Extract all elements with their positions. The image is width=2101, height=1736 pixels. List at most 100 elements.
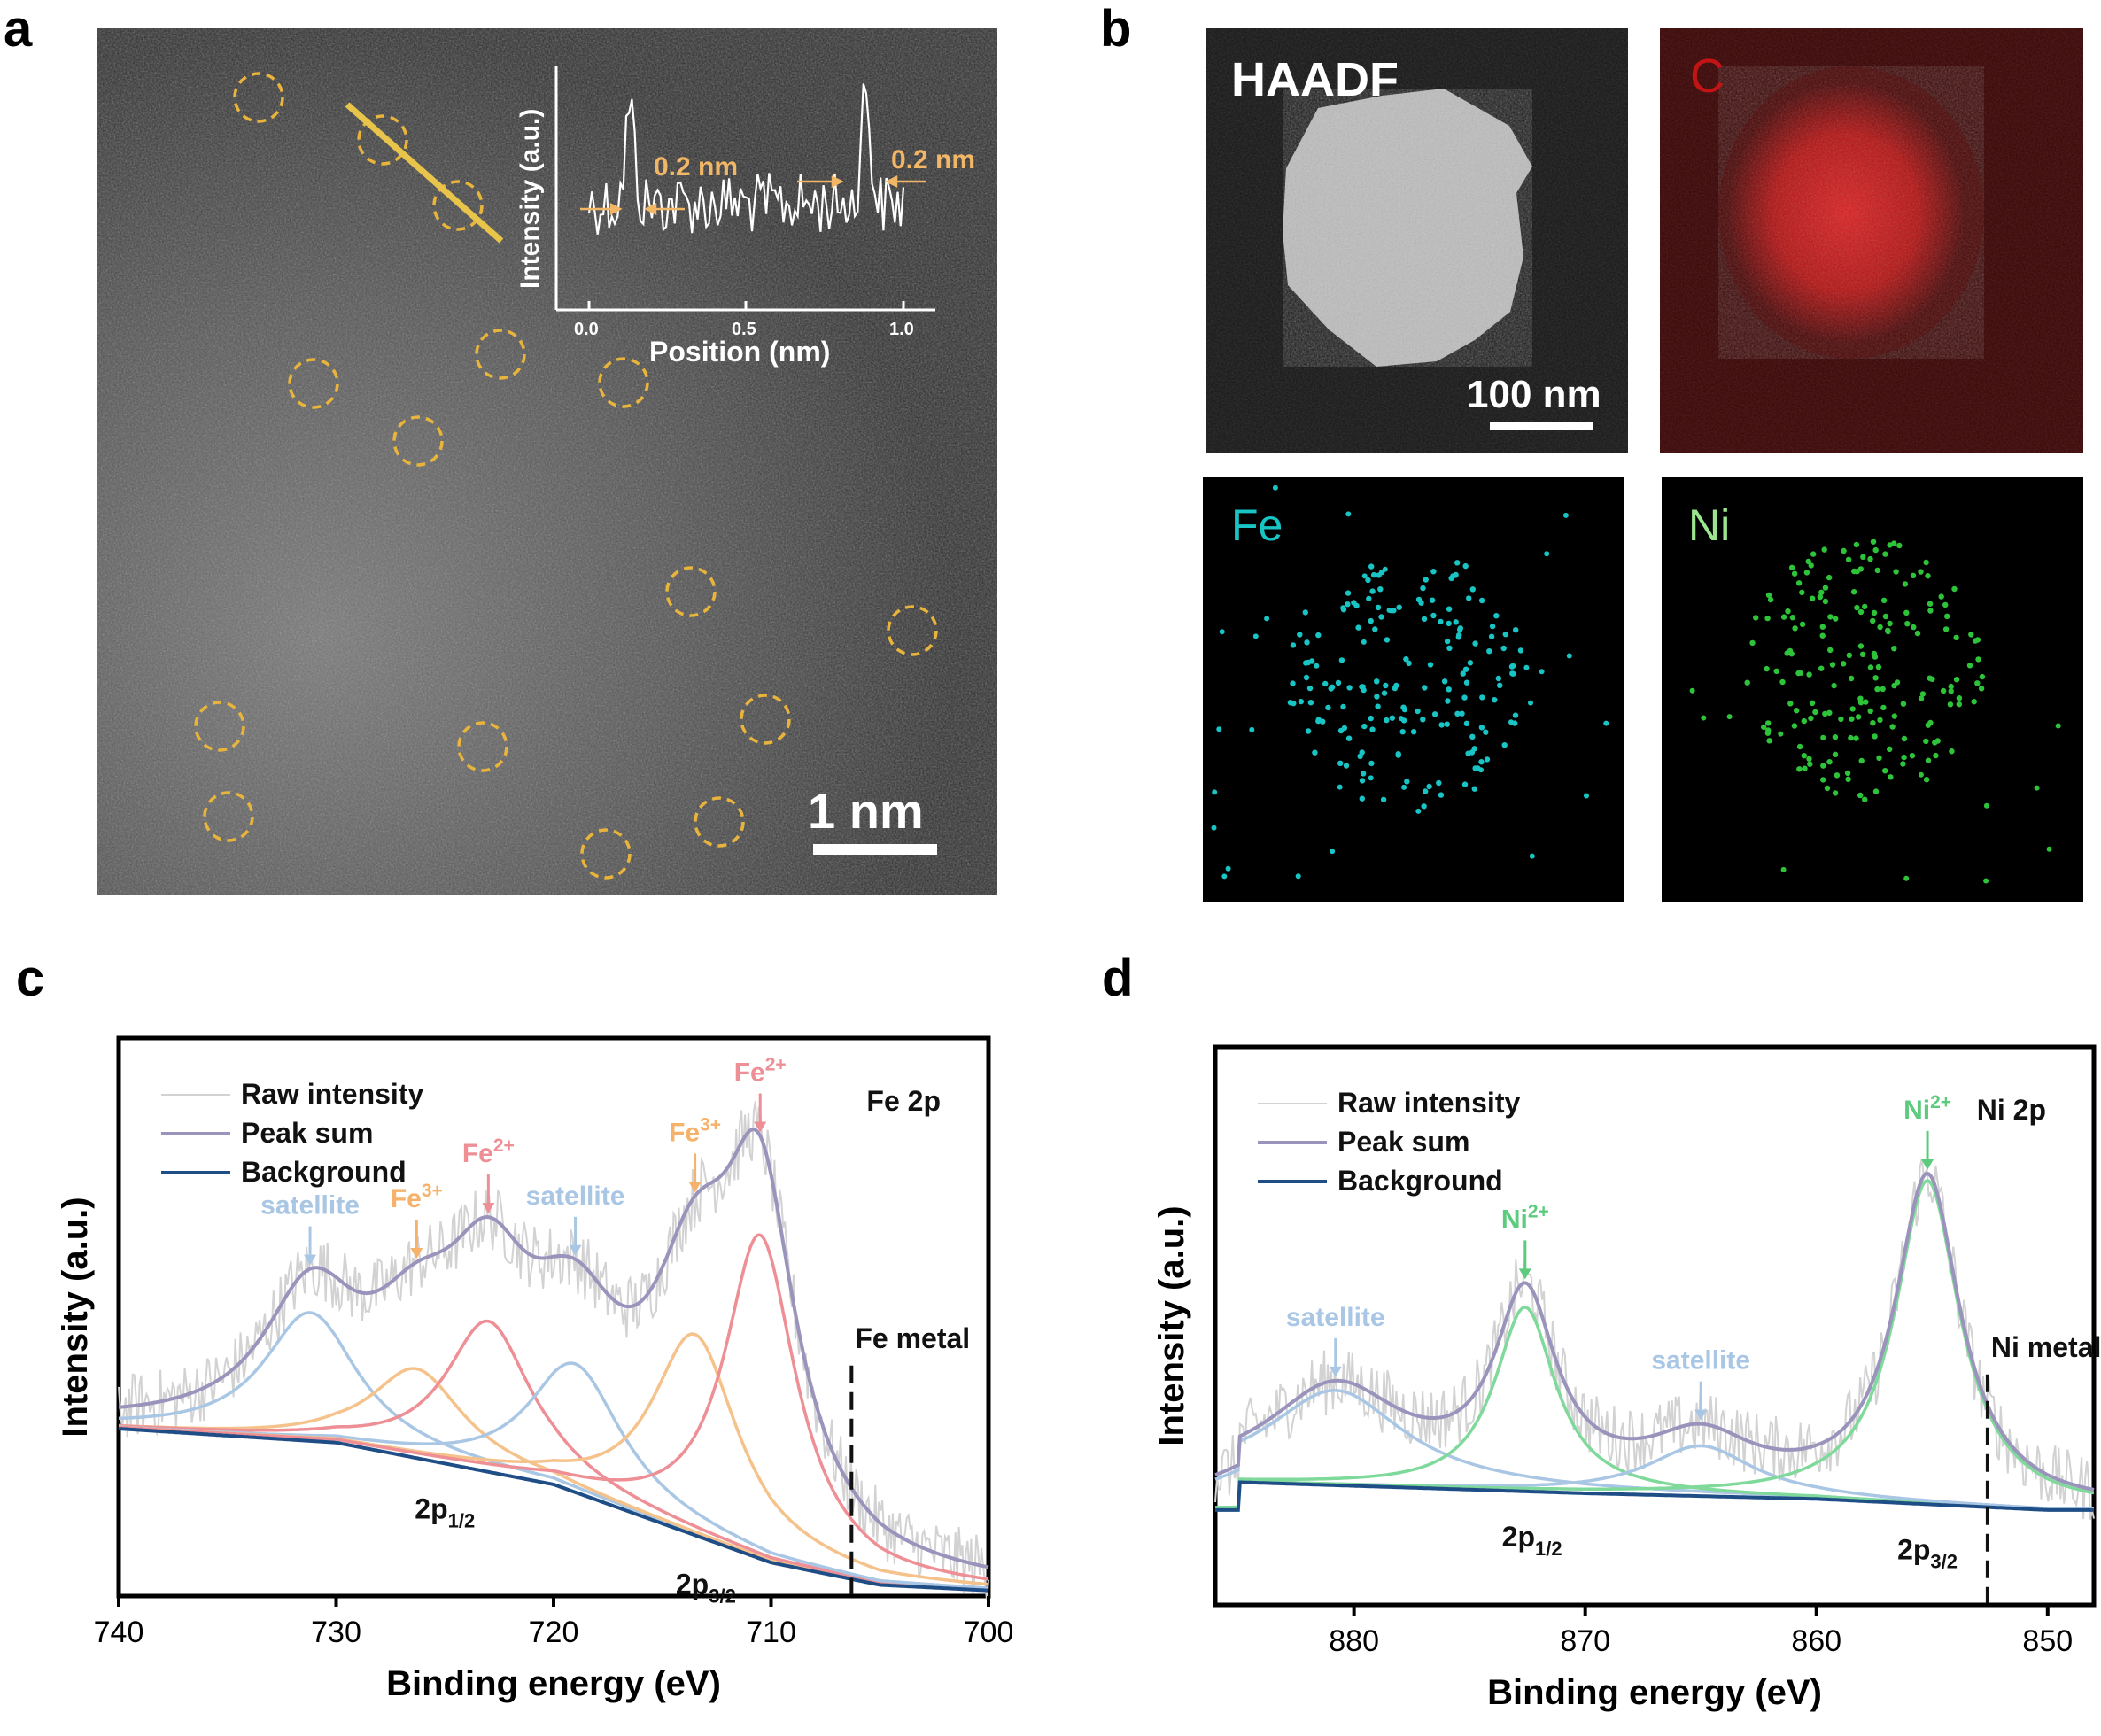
element-dot bbox=[1368, 563, 1375, 570]
element-dot bbox=[1874, 567, 1880, 574]
annotation-arrowhead bbox=[482, 1203, 495, 1214]
element-dot bbox=[1377, 586, 1384, 593]
element-dot bbox=[1867, 664, 1874, 670]
x-tick-label: 730 bbox=[311, 1616, 361, 1649]
atom-marker bbox=[233, 72, 284, 123]
element-dot bbox=[1764, 615, 1771, 622]
element-dot bbox=[1566, 653, 1572, 659]
element-dot bbox=[1891, 646, 1897, 652]
iron-label: Fe bbox=[1231, 500, 1283, 550]
element-dot bbox=[1463, 720, 1470, 726]
element-dot bbox=[1374, 694, 1380, 700]
element-dot bbox=[1891, 713, 1897, 719]
element-dot bbox=[1479, 694, 1485, 701]
element-dot bbox=[1471, 786, 1478, 792]
element-dot bbox=[1845, 776, 1851, 782]
element-dot bbox=[1438, 722, 1445, 728]
element-dot bbox=[1513, 627, 1519, 633]
element-dot bbox=[1290, 642, 1297, 648]
element-dot bbox=[1382, 566, 1388, 572]
carbon-label: C bbox=[1690, 50, 1725, 103]
element-dot bbox=[1431, 711, 1438, 717]
element-dot bbox=[1882, 613, 1889, 620]
element-dot bbox=[1406, 660, 1412, 666]
element-dot bbox=[1857, 608, 1865, 616]
element-dot bbox=[1396, 604, 1402, 610]
element-dot bbox=[1459, 710, 1465, 717]
element-dot bbox=[1302, 609, 1309, 616]
element-dot bbox=[1398, 716, 1404, 722]
element-dot bbox=[1389, 715, 1396, 721]
x-tick-label: 710 bbox=[746, 1616, 796, 1649]
element-dot bbox=[1953, 634, 1959, 641]
element-dot bbox=[1418, 600, 1424, 606]
element-dot bbox=[1355, 624, 1361, 631]
element-dot bbox=[1914, 630, 1921, 637]
atom-markers bbox=[194, 72, 938, 880]
element-dot bbox=[1472, 640, 1478, 647]
element-dot bbox=[2055, 723, 2061, 729]
element-dot bbox=[1264, 616, 1270, 622]
annotation-arrowhead bbox=[304, 1254, 317, 1266]
annotation-arrowhead bbox=[1518, 1268, 1531, 1280]
element-dot bbox=[1773, 668, 1779, 674]
element-dot bbox=[1345, 735, 1353, 741]
x-tick-label: 880 bbox=[1329, 1624, 1379, 1658]
element-dot bbox=[1378, 614, 1384, 620]
atom-marker bbox=[194, 701, 245, 752]
inset-trace bbox=[587, 83, 905, 235]
element-dot bbox=[1603, 720, 1609, 726]
element-dot bbox=[1517, 647, 1524, 654]
element-dot bbox=[1478, 767, 1484, 773]
x-tick-label: 700 bbox=[964, 1616, 1014, 1649]
element-dot bbox=[1831, 682, 1837, 689]
element-dot bbox=[1880, 597, 1888, 603]
element-dot bbox=[1901, 735, 1908, 742]
element-dot bbox=[1584, 793, 1589, 799]
element-dot bbox=[1882, 768, 1888, 774]
element-dot bbox=[1887, 620, 1893, 627]
component-peak bbox=[118, 1319, 989, 1591]
atom-marker bbox=[432, 180, 484, 231]
element-dot bbox=[1880, 704, 1887, 711]
annotation-arrowhead bbox=[1921, 1159, 1934, 1170]
element-dot bbox=[1972, 638, 1979, 644]
legend-label: Raw intensity bbox=[1337, 1087, 1520, 1119]
peak-annotation: Fe2+ bbox=[462, 1135, 515, 1168]
element-dot bbox=[1225, 865, 1231, 872]
chart-title: Ni 2p bbox=[1977, 1094, 2046, 1126]
atom-marker bbox=[475, 329, 526, 380]
element-dot bbox=[1460, 670, 1466, 677]
element-dot bbox=[1484, 756, 1491, 763]
element-dot bbox=[1891, 540, 1897, 546]
element-dot bbox=[1375, 604, 1382, 611]
component-peak bbox=[1214, 1389, 2094, 1511]
element-dot bbox=[1832, 790, 1839, 796]
chart-title: Fe 2p bbox=[866, 1085, 941, 1117]
element-dot bbox=[1369, 726, 1376, 732]
x-tick-label: 720 bbox=[529, 1616, 579, 1649]
element-dot bbox=[1369, 588, 1376, 594]
element-dot bbox=[1765, 720, 1772, 726]
element-dot bbox=[1386, 608, 1392, 613]
element-dot bbox=[1338, 657, 1345, 663]
element-dot bbox=[1867, 555, 1873, 562]
element-dot bbox=[1423, 788, 1429, 794]
peak-annotation: Ni2+ bbox=[1501, 1201, 1549, 1234]
orbital-label: 2p1/2 bbox=[415, 1492, 475, 1531]
element-dot bbox=[1909, 753, 1916, 759]
element-dot bbox=[1778, 731, 1784, 737]
element-dot bbox=[1492, 697, 1498, 703]
inset-tick-0: 0.0 bbox=[574, 320, 599, 339]
element-dot bbox=[1874, 686, 1880, 693]
raw-intensity-line bbox=[118, 1101, 989, 1600]
x-axis-title: Binding energy (eV) bbox=[1487, 1673, 1822, 1712]
element-dot bbox=[1512, 712, 1519, 718]
element-dot bbox=[1450, 573, 1456, 579]
element-dot bbox=[1832, 751, 1839, 757]
x-tick-label: 740 bbox=[94, 1616, 144, 1649]
x-axis-title: Binding energy (eV) bbox=[386, 1664, 721, 1703]
element-dot bbox=[1896, 542, 1903, 549]
element-dot bbox=[1807, 761, 1813, 767]
element-dot bbox=[1322, 680, 1329, 687]
